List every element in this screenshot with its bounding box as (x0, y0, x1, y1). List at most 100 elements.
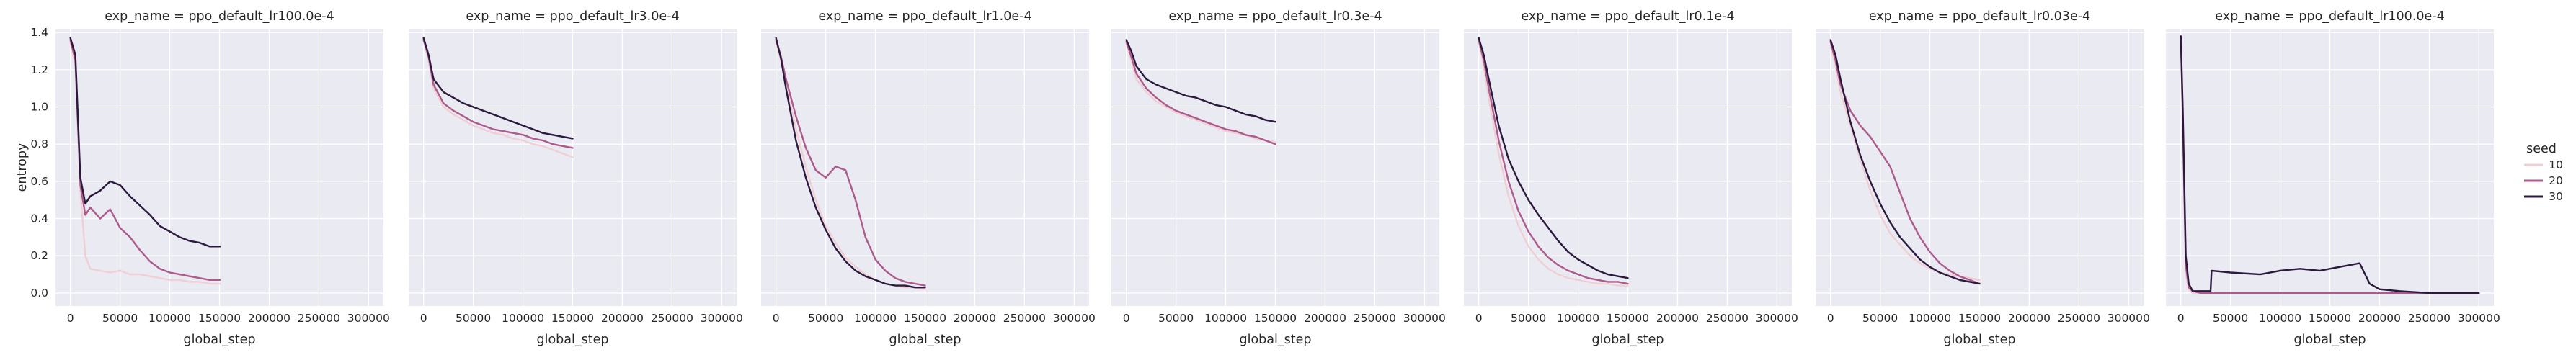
x-tick-label: 300000 (347, 312, 390, 325)
series-line-seed-10 (69, 40, 221, 285)
x-tick-label: 300000 (1403, 312, 1446, 325)
x-tick-label: 200000 (2358, 312, 2401, 325)
x-tick-label: 50000 (1511, 312, 1546, 325)
x-tick-label: 250000 (2058, 312, 2100, 325)
x-tick-label: 100000 (148, 312, 191, 325)
x-tick-label: 50000 (1862, 312, 1898, 325)
x-tick-label: 150000 (1607, 312, 1649, 325)
series-line-seed-20 (1478, 39, 1629, 285)
x-tick-label: 150000 (198, 312, 241, 325)
y-axis-label: entropy (15, 143, 30, 192)
x-tick-label: 150000 (1958, 312, 2001, 325)
legend-label-seed-30: 30 (2549, 190, 2563, 203)
series-line-seed-30 (1125, 39, 1276, 123)
panel-title: exp_name = ppo_default_lr100.0e-4 (105, 9, 334, 24)
series-line-seed-30 (422, 37, 574, 140)
x-axis-label: global_step (1240, 333, 1312, 347)
x-tick-label: 100000 (2259, 312, 2301, 325)
x-axis-label: global_step (537, 333, 609, 347)
panel-title: exp_name = ppo_default_lr0.3e-4 (1168, 9, 1382, 24)
series-line-seed-20 (1829, 40, 1981, 285)
x-tick-label: 100000 (502, 312, 544, 325)
panels: 0 50000 100000 150000 200000 250000 300000 0.0 0… (15, 9, 2500, 347)
x-tick-label: 200000 (1304, 312, 1346, 325)
series-line-seed-30 (775, 37, 926, 289)
x-tick-label: 250000 (2408, 312, 2451, 325)
x-tick-label: 300000 (1756, 312, 1798, 325)
series-line-seed-10 (1478, 40, 1629, 287)
x-tick-label: 200000 (1656, 312, 1699, 325)
x-tick-label: 50000 (808, 312, 843, 325)
x-tick-label: 250000 (1003, 312, 1046, 325)
y-tick-label: 1.0 (30, 101, 48, 114)
x-tick-label: 0 (67, 312, 74, 325)
panel-7: 0 50000 100000 150000 200000 250000 300000 glob… (2166, 9, 2500, 347)
x-tick-label: 100000 (1204, 312, 1247, 325)
x-tick-label: 150000 (2309, 312, 2351, 325)
series-line-seed-10 (1829, 45, 1981, 281)
x-tick-label: 200000 (601, 312, 644, 325)
x-tick-label: 150000 (551, 312, 594, 325)
x-tick-label: 200000 (954, 312, 996, 325)
x-tick-label: 0 (2177, 312, 2185, 325)
legend-label-seed-20: 20 (2549, 174, 2563, 187)
x-tick-label: 0 (1475, 312, 1483, 325)
legend-label-seed-10: 10 (2549, 158, 2563, 171)
x-tick-label: 0 (420, 312, 427, 325)
panel-title: exp_name = ppo_default_lr3.0e-4 (466, 9, 679, 24)
y-tick-label: 0.0 (30, 287, 48, 300)
panel-title: exp_name = ppo_default_lr100.0e-4 (2215, 9, 2444, 24)
panel-title: exp_name = ppo_default_lr0.1e-4 (1521, 9, 1734, 24)
x-tick-label: 50000 (456, 312, 491, 325)
y-tick-label: 0.4 (30, 212, 48, 225)
x-tick-label: 250000 (298, 312, 340, 325)
panel-4: 0 50000 100000 150000 200000 250000 300000 glob… (1111, 9, 1446, 347)
series-line-seed-20 (69, 39, 221, 281)
x-tick-label: 0 (1827, 312, 1834, 325)
series-line-seed-20 (775, 39, 926, 287)
y-tick-label: 1.2 (30, 63, 48, 76)
x-tick-label: 300000 (2108, 312, 2150, 325)
x-tick-label: 150000 (904, 312, 946, 325)
x-tick-label: 50000 (2213, 312, 2248, 325)
x-tick-label: 0 (1123, 312, 1130, 325)
x-tick-label: 200000 (2008, 312, 2051, 325)
panel-title: exp_name = ppo_default_lr1.0e-4 (818, 9, 1031, 24)
y-tick-label: 0.2 (30, 249, 48, 262)
series-line-seed-30 (1829, 39, 1981, 285)
panel-2: 0 50000 100000 150000 200000 250000 300000 glob… (409, 9, 743, 347)
series-line-seed-30 (2180, 35, 2480, 294)
x-axis-label: global_step (889, 333, 961, 347)
legend: seed 10 20 30 (2524, 142, 2563, 203)
x-axis-label: global_step (2294, 333, 2366, 347)
x-tick-label: 250000 (1354, 312, 1396, 325)
x-tick-label: 250000 (651, 312, 693, 325)
x-tick-label: 250000 (1706, 312, 1749, 325)
x-tick-label: 100000 (854, 312, 897, 325)
x-tick-label: 200000 (248, 312, 290, 325)
panel-title: exp_name = ppo_default_lr0.03e-4 (1869, 9, 2090, 24)
x-tick-label: 300000 (2458, 312, 2500, 325)
x-tick-label: 100000 (1909, 312, 1951, 325)
x-tick-label: 150000 (1254, 312, 1297, 325)
series-line-seed-20 (1125, 40, 1276, 145)
panel-1: 0 50000 100000 150000 200000 250000 300000 0.0 0… (15, 9, 390, 347)
x-tick-label: 0 (773, 312, 780, 325)
panel-3: 0 50000 100000 150000 200000 250000 300000 glob… (761, 9, 1096, 347)
x-tick-label: 300000 (701, 312, 743, 325)
panel-5: 0 50000 100000 150000 200000 250000 300000 glob… (1464, 9, 1798, 347)
y-tick-label: 0.8 (30, 138, 48, 150)
x-axis-label: global_step (184, 333, 256, 347)
x-tick-label: 100000 (1557, 312, 1599, 325)
series-line-seed-30 (1478, 37, 1629, 279)
x-tick-label: 50000 (1158, 312, 1194, 325)
series-line-seed-30 (69, 37, 221, 248)
legend-title: seed (2526, 142, 2557, 156)
x-tick-label: 300000 (1053, 312, 1096, 325)
series-line-seed-20 (2180, 35, 2480, 294)
x-axis-label: global_step (1592, 333, 1664, 347)
x-tick-label: 50000 (102, 312, 138, 325)
x-axis-label: global_step (1944, 333, 2016, 347)
y-tick-label: 1.4 (30, 26, 48, 39)
